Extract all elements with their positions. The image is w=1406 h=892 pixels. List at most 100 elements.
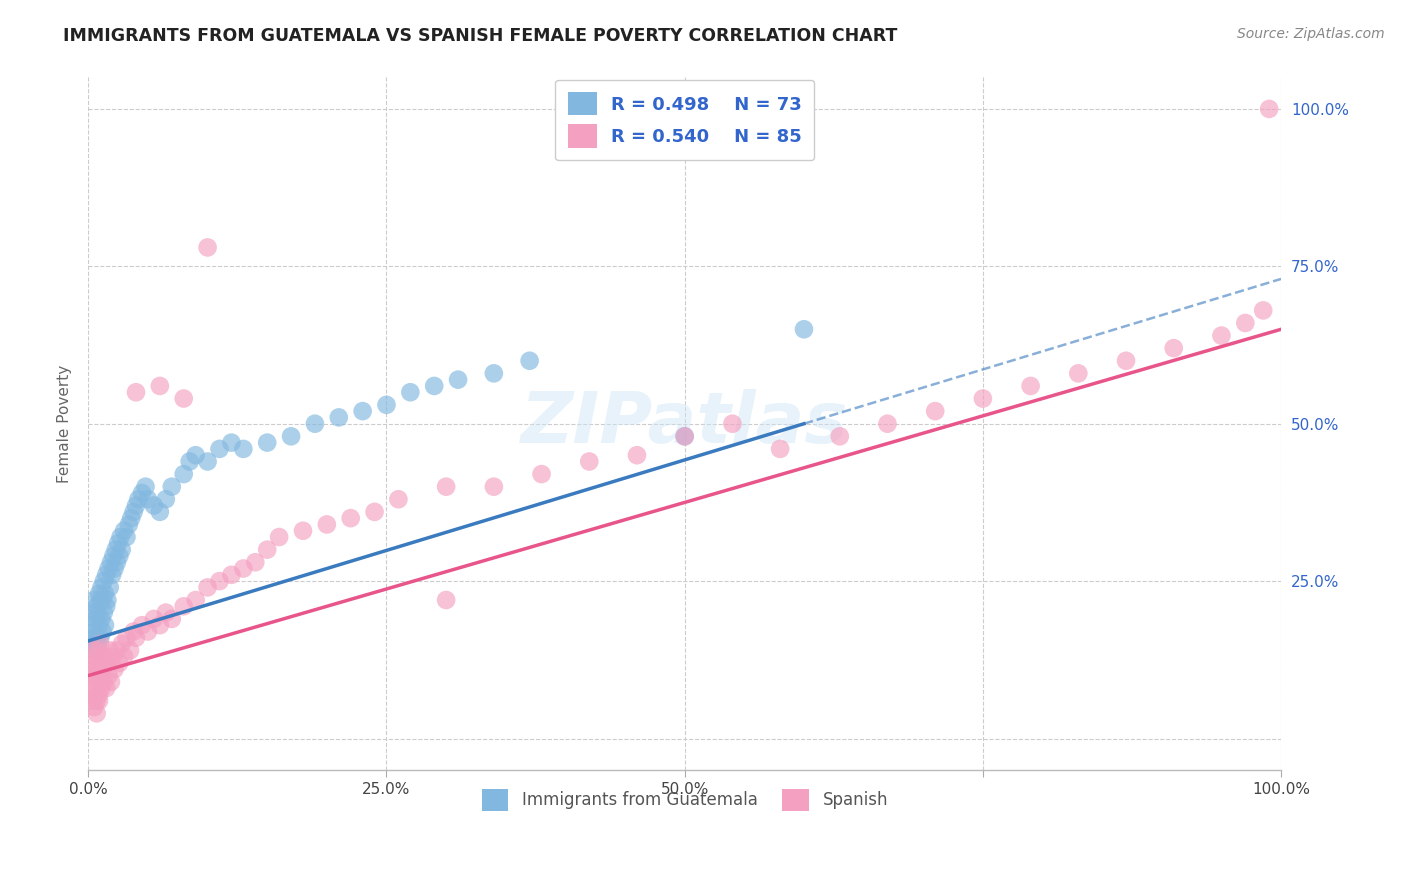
- Point: [86, 599, 108, 614]
- Point: [184, 593, 207, 607]
- Point: [86, 694, 108, 708]
- Point: [232, 442, 254, 456]
- Point: [108, 656, 131, 670]
- Point: [90, 612, 112, 626]
- Point: [79, 668, 101, 682]
- Point: [131, 486, 153, 500]
- Point: [103, 561, 125, 575]
- Point: [89, 631, 111, 645]
- Point: [1234, 316, 1257, 330]
- Point: [434, 593, 457, 607]
- Point: [110, 530, 132, 544]
- Point: [434, 480, 457, 494]
- Point: [112, 524, 135, 538]
- Point: [1251, 303, 1274, 318]
- Point: [972, 392, 994, 406]
- Point: [149, 618, 172, 632]
- Point: [90, 581, 112, 595]
- Point: [96, 599, 118, 614]
- Point: [111, 542, 134, 557]
- Point: [1211, 328, 1233, 343]
- Point: [125, 385, 148, 400]
- Point: [208, 442, 231, 456]
- Point: [87, 656, 110, 670]
- Point: [83, 649, 105, 664]
- Point: [86, 662, 108, 676]
- Point: [89, 637, 111, 651]
- Point: [101, 649, 124, 664]
- Point: [184, 448, 207, 462]
- Point: [673, 429, 696, 443]
- Point: [149, 379, 172, 393]
- Point: [86, 631, 108, 645]
- Point: [352, 404, 374, 418]
- Point: [673, 429, 696, 443]
- Point: [876, 417, 898, 431]
- Point: [87, 606, 110, 620]
- Point: [136, 624, 159, 639]
- Point: [530, 467, 553, 481]
- Point: [482, 480, 505, 494]
- Point: [105, 643, 128, 657]
- Point: [111, 637, 134, 651]
- Text: IMMIGRANTS FROM GUATEMALA VS SPANISH FEMALE POVERTY CORRELATION CHART: IMMIGRANTS FROM GUATEMALA VS SPANISH FEM…: [63, 27, 897, 45]
- Point: [122, 624, 145, 639]
- Point: [149, 505, 172, 519]
- Point: [131, 618, 153, 632]
- Point: [98, 581, 121, 595]
- Point: [93, 606, 115, 620]
- Point: [1019, 379, 1042, 393]
- Point: [80, 618, 103, 632]
- Point: [94, 649, 117, 664]
- Point: [87, 694, 110, 708]
- Point: [197, 581, 219, 595]
- Point: [87, 637, 110, 651]
- Point: [197, 454, 219, 468]
- Point: [90, 681, 112, 695]
- Point: [578, 454, 600, 468]
- Point: [82, 668, 104, 682]
- Point: [91, 593, 114, 607]
- Point: [93, 674, 115, 689]
- Point: [924, 404, 946, 418]
- Point: [84, 656, 107, 670]
- Point: [84, 688, 107, 702]
- Point: [118, 643, 141, 657]
- Point: [103, 662, 125, 676]
- Point: [173, 392, 195, 406]
- Point: [256, 542, 278, 557]
- Point: [97, 668, 120, 682]
- Point: [197, 240, 219, 254]
- Point: [79, 637, 101, 651]
- Point: [626, 448, 648, 462]
- Point: [160, 612, 183, 626]
- Point: [127, 492, 149, 507]
- Point: [87, 587, 110, 601]
- Point: [245, 555, 267, 569]
- Point: [89, 593, 111, 607]
- Point: [363, 505, 385, 519]
- Point: [179, 454, 201, 468]
- Point: [87, 688, 110, 702]
- Point: [232, 561, 254, 575]
- Point: [103, 549, 125, 563]
- Point: [269, 530, 291, 544]
- Point: [83, 624, 105, 639]
- Point: [160, 480, 183, 494]
- Y-axis label: Female Poverty: Female Poverty: [58, 365, 72, 483]
- Point: [256, 435, 278, 450]
- Point: [83, 700, 105, 714]
- Point: [328, 410, 350, 425]
- Point: [721, 417, 744, 431]
- Point: [1163, 341, 1185, 355]
- Point: [304, 417, 326, 431]
- Point: [142, 499, 165, 513]
- Point: [82, 631, 104, 645]
- Point: [104, 542, 127, 557]
- Point: [769, 442, 792, 456]
- Point: [84, 643, 107, 657]
- Point: [80, 656, 103, 670]
- Point: [423, 379, 446, 393]
- Point: [315, 517, 337, 532]
- Point: [98, 643, 121, 657]
